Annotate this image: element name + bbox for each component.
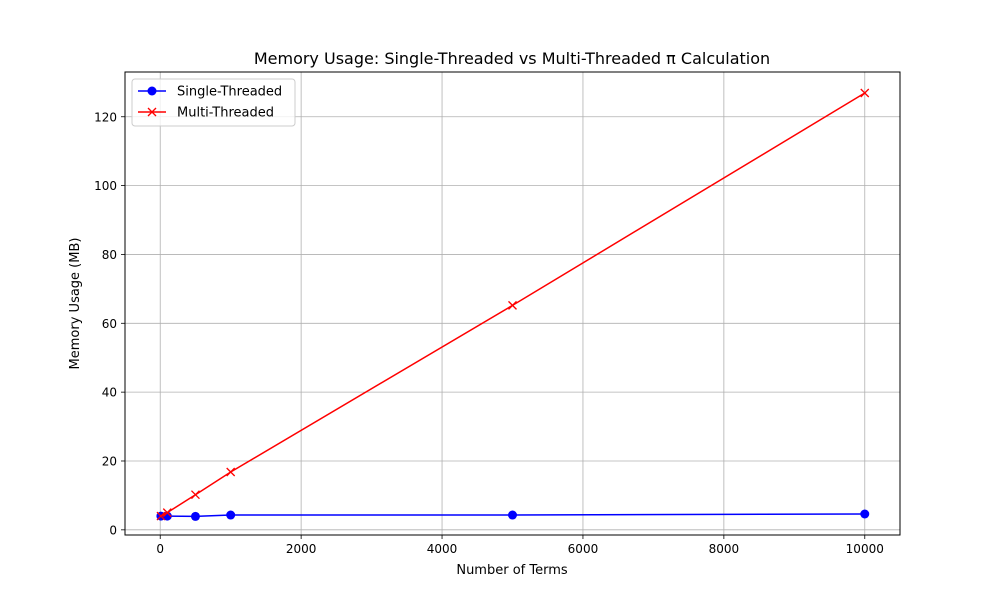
data-point-single — [190, 511, 200, 521]
y-tick-label: 80 — [102, 248, 117, 262]
legend-label-single: Single-Threaded — [177, 85, 282, 100]
legend-marker-multi — [147, 107, 157, 117]
x-tick-label: 2000 — [286, 542, 317, 556]
data-point-multi — [860, 88, 870, 98]
series-layer — [156, 88, 870, 521]
y-tick-label: 20 — [102, 454, 117, 468]
legend-marker-single — [147, 86, 157, 96]
chart-title: Memory Usage: Single-Threaded vs Multi-T… — [254, 49, 770, 68]
y-axis-label: Memory Usage (MB) — [68, 238, 83, 370]
grid — [125, 72, 900, 535]
data-point-single — [226, 510, 236, 520]
y-tick-label: 120 — [94, 110, 117, 124]
legend-box — [131, 78, 296, 127]
y-tick-label: 0 — [109, 523, 117, 537]
y-tick-label: 100 — [94, 179, 117, 193]
x-tick-label: 10000 — [846, 542, 884, 556]
y-tick-label: 60 — [102, 317, 117, 331]
data-point-multi — [508, 300, 517, 310]
legend-label-multi: Multi-Threaded — [177, 106, 274, 121]
data-point-multi — [226, 467, 236, 477]
x-marker-stroke — [508, 300, 517, 310]
y-tick-label: 40 — [102, 386, 117, 400]
plot-frame — [124, 71, 901, 536]
x-marker-stroke — [226, 467, 236, 477]
x-tick-label: 6000 — [568, 542, 599, 556]
data-point-single — [860, 509, 870, 519]
x-axis-label: Number of Terms — [456, 563, 568, 578]
x-tick-label: 0 — [156, 542, 164, 556]
legend: Single-Threaded Multi-Threaded — [131, 78, 296, 127]
y-ticks: 0 20 40 60 80 100 120 — [94, 110, 125, 537]
x-ticks: 0 2000 4000 6000 8000 10000 — [156, 535, 884, 556]
data-point-multi — [190, 490, 200, 500]
x-marker-stroke — [190, 490, 200, 500]
data-point-multi — [162, 508, 172, 518]
x-tick-label: 4000 — [427, 542, 458, 556]
x-marker-stroke — [156, 511, 166, 521]
x-tick-label: 8000 — [709, 542, 740, 556]
x-marker-stroke — [162, 508, 172, 518]
x-marker-stroke — [860, 88, 870, 98]
data-point-multi — [156, 511, 166, 521]
data-point-single — [508, 510, 517, 520]
